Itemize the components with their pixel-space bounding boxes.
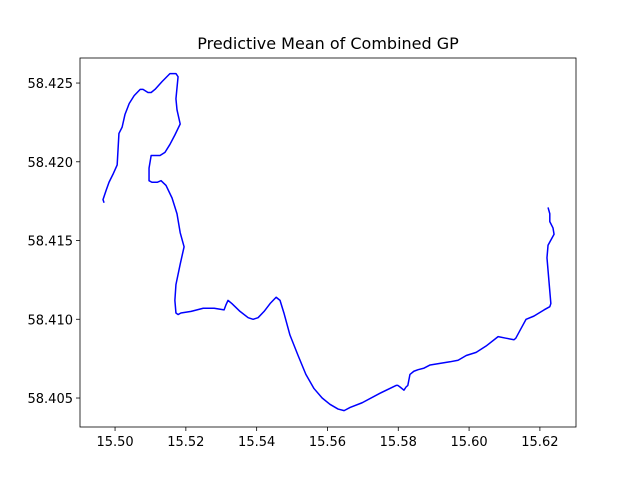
y-tick-label: 58.415 bbox=[28, 235, 74, 250]
x-tick-label: 15.60 bbox=[450, 435, 487, 450]
x-tick-label: 15.62 bbox=[521, 435, 558, 450]
y-tick-label: 58.425 bbox=[28, 77, 74, 92]
plot-frame bbox=[79, 57, 577, 428]
y-tick-label: 58.420 bbox=[28, 156, 74, 171]
x-tick-label: 15.52 bbox=[167, 435, 204, 450]
x-tick-label: 15.56 bbox=[309, 435, 346, 450]
x-tick-label: 15.58 bbox=[380, 435, 417, 450]
chart-title: Predictive Mean of Combined GP bbox=[197, 34, 459, 53]
line-series bbox=[102, 72, 555, 412]
y-tick-label: 58.405 bbox=[28, 392, 74, 407]
y-tick-label: 58.410 bbox=[28, 313, 74, 328]
x-tick-label: 15.50 bbox=[96, 435, 133, 450]
x-tick-label: 15.54 bbox=[238, 435, 275, 450]
